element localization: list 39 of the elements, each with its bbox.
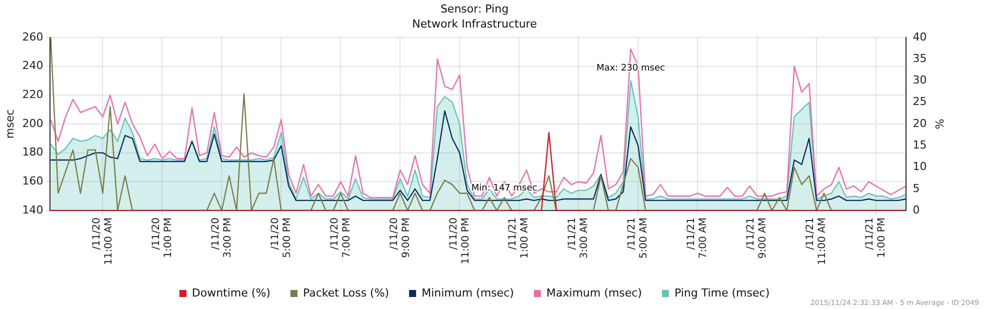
y2-tick-label: 20 (912, 116, 927, 130)
y-tick-label: 260 (22, 30, 44, 44)
legend-label: Ping Time (msec) (674, 286, 770, 300)
legend-label: Maximum (msec) (546, 286, 642, 300)
y2-tick-label: 35 (912, 52, 927, 65)
x-tick-label: /11/20 5:00 PM (270, 218, 293, 258)
y-tick-label: 240 (22, 59, 44, 72)
x-tick-label: /11/20 1:00 PM (150, 218, 174, 258)
x-tick-label: /11/21 5:00 AM (626, 218, 650, 259)
y-tick-label: 140 (22, 203, 44, 216)
y2-tick-label: 15 (912, 138, 927, 152)
legend-label: Minimum (msec) (422, 286, 514, 300)
y-axis-title: msec (3, 109, 16, 139)
legend-label: Packet Loss (%) (302, 286, 390, 300)
x-tick-label: /11/20 11:00 PM (448, 218, 472, 264)
y2-tick-label: 0 (912, 203, 920, 216)
y2-tick-label: 30 (912, 74, 927, 87)
y2-tick-label: 10 (912, 160, 927, 174)
y-tick-label: 160 (22, 174, 44, 188)
y2-tick-label: 25 (912, 95, 927, 108)
chart-subtitle: Network Infrastructure (412, 18, 538, 31)
y2-tick-label: 5 (912, 182, 920, 195)
y2-axis-title: % (932, 118, 946, 130)
x-tick-label: /11/21 7:00 AM (686, 218, 710, 259)
x-tick-label: /11/21 11:00 AM (805, 218, 828, 266)
y2-tick-label: 40 (912, 30, 927, 44)
x-tick-label: /11/21 9:00 AM (746, 218, 769, 259)
x-tick-label: /11/20 3:00 PM (210, 218, 234, 258)
y-tick-label: 220 (22, 88, 44, 101)
x-tick-label: /11/20 11:00 AM (91, 218, 114, 266)
chart-title: Sensor: Ping (440, 2, 509, 16)
y-tick-label: 200 (22, 116, 44, 130)
x-tick-label: /11/21 3:00 AM (567, 218, 590, 259)
legend-label: Downtime (%) (192, 286, 270, 300)
y-tick-label: 180 (22, 146, 44, 159)
x-tick-label: /11/20 9:00 PM (388, 218, 412, 258)
x-tick-label: /11/21 1:00 AM (508, 218, 531, 259)
x-tick-label: /11/21 1:00 PM (864, 218, 888, 258)
x-tick-label: /11/20 7:00 PM (329, 218, 352, 258)
